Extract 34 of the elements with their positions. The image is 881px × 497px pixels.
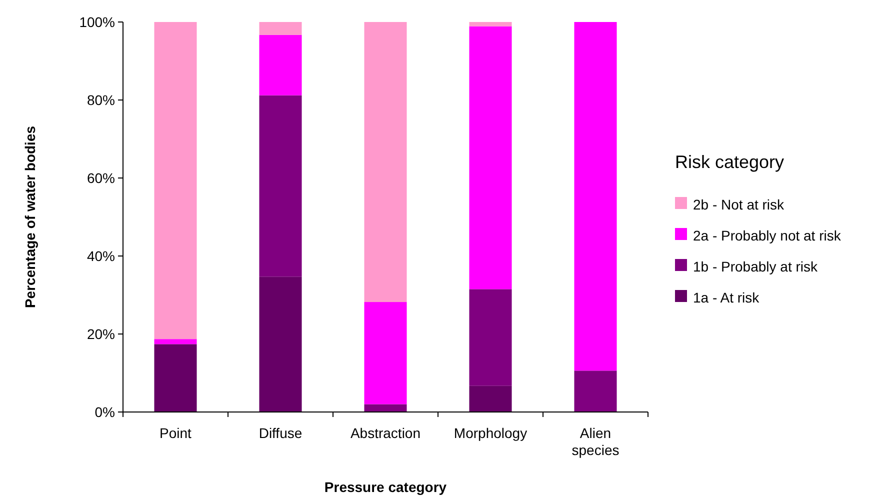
- legend-title: Risk category: [675, 152, 784, 172]
- y-tick-label: 80%: [86, 92, 115, 108]
- legend-label: 1b - Probably at risk: [693, 258, 818, 274]
- bar: [364, 302, 407, 404]
- y-tick-label: 100%: [79, 14, 115, 30]
- legend-label: 2b - Not at risk: [693, 196, 786, 212]
- x-tick-label: Alien species: [572, 425, 620, 458]
- bar: [469, 26, 512, 290]
- bar: [364, 22, 407, 302]
- x-tick-label: Morphology: [454, 425, 528, 441]
- legend-label: 1a - At risk: [693, 289, 760, 306]
- y-tick-label: 0%: [94, 404, 115, 420]
- bar: [259, 34, 302, 96]
- bar: [154, 339, 197, 344]
- y-tick-label: 60%: [86, 170, 115, 186]
- y-tick-label: 20%: [86, 326, 115, 342]
- y-axis-title: Percentage of water bodies: [22, 126, 38, 308]
- bar: [469, 22, 512, 26]
- bar: [469, 289, 512, 386]
- x-tick-label: Diffuse: [258, 425, 302, 441]
- bar: [469, 386, 512, 412]
- bar: [259, 276, 302, 412]
- x-axis-title: Pressure category: [324, 479, 447, 495]
- bar: [154, 344, 197, 412]
- legend-label: 2a - Probably not at risk: [693, 227, 842, 244]
- y-tick-label: 40%: [86, 248, 115, 264]
- x-tick-label: Abstraction: [350, 425, 421, 441]
- bar: [574, 370, 617, 412]
- bar: [574, 22, 617, 371]
- x-tick-label: Point: [160, 425, 192, 441]
- bar: [259, 95, 302, 277]
- bar: [364, 404, 407, 412]
- bar: [259, 22, 302, 35]
- bar: [154, 22, 197, 340]
